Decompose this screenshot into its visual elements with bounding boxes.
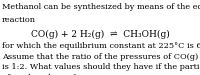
Text: of methanol is to be 0.500 atm?: of methanol is to be 0.500 atm?	[2, 74, 132, 75]
Text: Assume that the ratio of the pressures of CO(g) and H₂(g): Assume that the ratio of the pressures o…	[2, 53, 200, 61]
Text: CO(g) + 2 H₂(g)  ⇌  CH₃OH(g): CO(g) + 2 H₂(g) ⇌ CH₃OH(g)	[31, 30, 169, 39]
Text: for which the equilibrium constant at 225°C is 6.08 × 10⁻³.: for which the equilibrium constant at 22…	[2, 42, 200, 50]
Text: Methanol can be synthesized by means of the equilibrium: Methanol can be synthesized by means of …	[2, 3, 200, 11]
Text: reaction: reaction	[2, 16, 36, 25]
Text: is 1:2. What values should they have if the partial pressure: is 1:2. What values should they have if …	[2, 63, 200, 71]
